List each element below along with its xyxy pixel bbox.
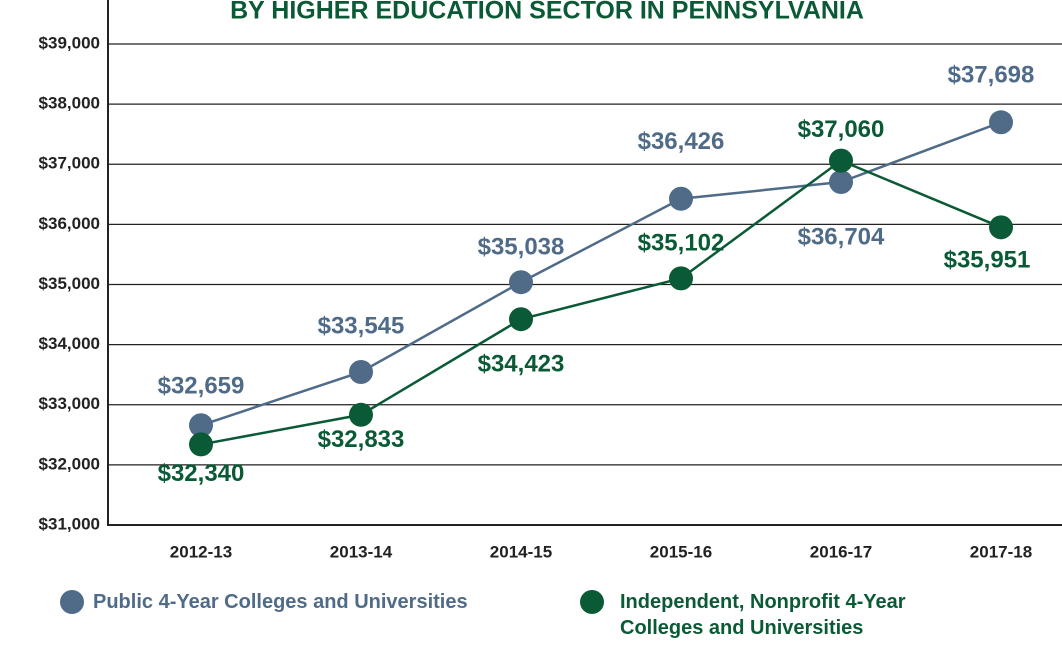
data-point — [509, 270, 533, 295]
x-tick-label: 2017-18 — [970, 542, 1032, 561]
y-tick-label: $34,000 — [39, 334, 100, 353]
x-tick-label: 2013-14 — [330, 542, 393, 561]
data-point — [829, 170, 853, 195]
legend-label: Public 4-Year Colleges and Universities — [93, 591, 468, 613]
x-tick-label: 2014-15 — [490, 542, 552, 561]
data-label: $32,833 — [318, 426, 405, 453]
data-label: $37,698 — [948, 62, 1035, 89]
y-tick-label: $35,000 — [39, 274, 100, 293]
series-line — [200, 121, 1002, 427]
data-label: $36,426 — [638, 128, 725, 155]
data-label: $33,545 — [318, 312, 405, 339]
legend-label: Independent, Nonprofit 4-Year Colleges a… — [620, 591, 906, 639]
x-tick-label: 2016-17 — [810, 542, 872, 561]
data-point — [669, 266, 693, 291]
chart-title: BY HIGHER EDUCATION SECTOR IN PENNSYLVAN… — [230, 0, 864, 25]
y-tick-label: $31,000 — [39, 514, 100, 533]
data-label: $35,038 — [478, 234, 565, 261]
data-label: $34,423 — [478, 351, 565, 378]
legend-marker — [580, 590, 604, 614]
y-tick-label: $36,000 — [39, 214, 100, 233]
data-label: $37,060 — [798, 116, 885, 143]
data-point — [349, 402, 373, 427]
y-tick-label: $37,000 — [39, 154, 100, 173]
y-tick-label: $39,000 — [39, 33, 100, 52]
x-tick-label: 2015-16 — [650, 542, 712, 561]
data-point — [189, 432, 213, 457]
y-tick-label: $32,000 — [39, 454, 100, 473]
x-tick-label: 2012-13 — [170, 542, 232, 561]
data-point — [989, 215, 1013, 240]
data-label: $32,659 — [158, 373, 245, 400]
data-label: $35,102 — [638, 230, 725, 257]
data-point — [669, 186, 693, 211]
data-label: $35,951 — [944, 247, 1031, 274]
legend-marker — [60, 590, 84, 614]
data-point — [829, 148, 853, 173]
data-point — [989, 110, 1013, 135]
y-tick-label: $38,000 — [39, 94, 100, 113]
data-point — [509, 307, 533, 332]
data-point — [189, 413, 213, 438]
data-label: $32,340 — [158, 460, 245, 487]
series-line — [200, 159, 1002, 446]
y-tick-label: $33,000 — [39, 394, 100, 413]
data-label: $36,704 — [798, 223, 885, 250]
data-point — [349, 359, 373, 384]
